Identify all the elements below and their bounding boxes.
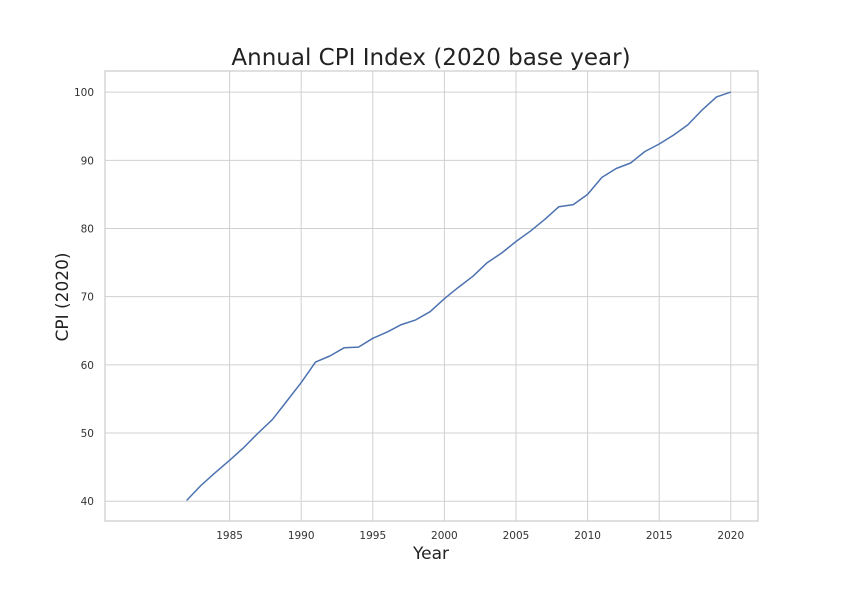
grid-lines [105, 71, 758, 521]
y-axis-label: CPI (2020) [53, 252, 73, 341]
chart-title: Annual CPI Index (2020 base year) [231, 45, 630, 71]
plot-frame [104, 70, 759, 522]
x-tick-label: 2015 [646, 530, 673, 542]
y-tick-label: 80 [81, 224, 94, 236]
series-layer [186, 91, 732, 502]
y-tick-label: 100 [74, 87, 94, 99]
y-tick-label: 60 [81, 360, 94, 372]
cpi-series-line [186, 91, 732, 502]
y-tick-label: 50 [81, 428, 94, 440]
y-tick-label: 40 [81, 496, 94, 508]
y-tick-label: 90 [81, 155, 94, 167]
x-axis-label: Year [412, 544, 449, 564]
x-tick-label: 2020 [717, 530, 744, 542]
x-tick-label: 2000 [431, 530, 458, 542]
y-tick-label: 70 [81, 292, 94, 304]
x-tick-label: 1995 [359, 530, 386, 542]
x-tick-label: 2005 [503, 530, 530, 542]
x-tick-label: 1985 [216, 530, 243, 542]
x-tick-label: 1990 [288, 530, 315, 542]
x-tick-label: 2010 [574, 530, 601, 542]
tick-labels: 1985 1990 1995 2000 2005 2010 2015 2020 40 50 60 70… [74, 87, 744, 542]
